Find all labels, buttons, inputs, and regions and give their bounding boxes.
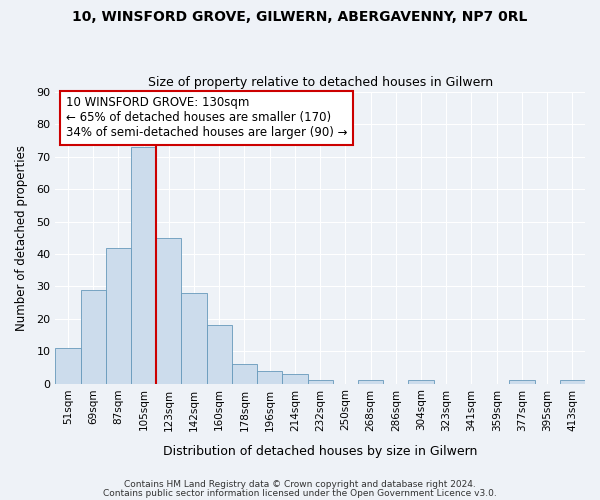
Bar (156, 238, 181, 384)
Bar (106, 248, 131, 384)
Bar (358, 380, 383, 384)
Text: 10, WINSFORD GROVE, GILWERN, ABERGAVENNY, NP7 0RL: 10, WINSFORD GROVE, GILWERN, ABERGAVENNY… (73, 10, 527, 24)
Y-axis label: Number of detached properties: Number of detached properties (15, 145, 28, 331)
Bar (257, 370, 283, 384)
Bar (232, 364, 257, 384)
Bar (206, 326, 232, 384)
Bar (283, 374, 308, 384)
Bar (509, 380, 535, 384)
Bar (80, 290, 106, 384)
Bar (181, 293, 206, 384)
X-axis label: Distribution of detached houses by size in Gilwern: Distribution of detached houses by size … (163, 444, 478, 458)
Bar (131, 147, 156, 384)
Bar (55, 348, 80, 384)
Text: Contains HM Land Registry data © Crown copyright and database right 2024.: Contains HM Land Registry data © Crown c… (124, 480, 476, 489)
Bar (409, 380, 434, 384)
Text: Contains public sector information licensed under the Open Government Licence v3: Contains public sector information licen… (103, 489, 497, 498)
Title: Size of property relative to detached houses in Gilwern: Size of property relative to detached ho… (148, 76, 493, 90)
Bar (560, 380, 585, 384)
Text: 10 WINSFORD GROVE: 130sqm
← 65% of detached houses are smaller (170)
34% of semi: 10 WINSFORD GROVE: 130sqm ← 65% of detac… (66, 96, 347, 140)
Bar (308, 380, 333, 384)
